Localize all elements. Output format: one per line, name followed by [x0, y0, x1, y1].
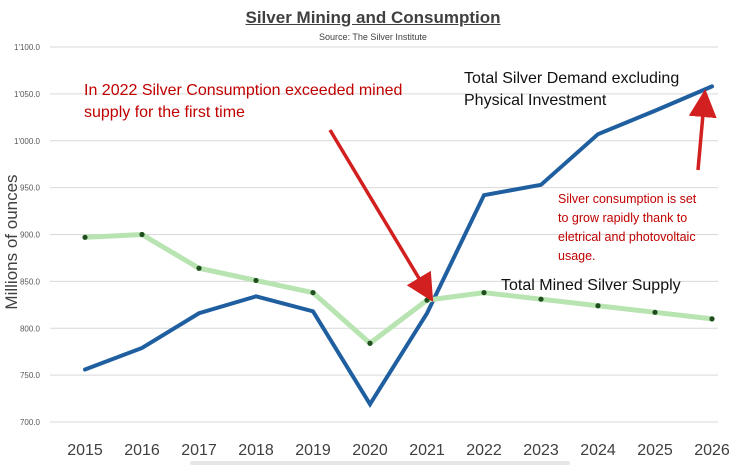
x-tick-label: 2023 [523, 442, 559, 459]
y-tick-label: 950.0 [20, 184, 41, 193]
supply-series-label: Total Mined Silver Supply [501, 277, 681, 294]
crossover-annotation: In 2022 Silver Consumption exceeded mine… [84, 82, 403, 121]
supply-series-line [82, 231, 715, 347]
y-tick-label: 850.0 [20, 277, 41, 286]
supply-data-point [196, 265, 202, 271]
chart-title: Silver Mining and Consumption [245, 8, 501, 27]
chart-subtitle: Source: The Silver Institute [319, 32, 427, 42]
supply-data-point [424, 297, 430, 303]
supply-data-point [652, 309, 658, 315]
x-tick-label: 2022 [466, 442, 502, 459]
supply-data-point [595, 303, 601, 309]
y-tick-label: 900.0 [20, 231, 41, 240]
supply-data-point [139, 231, 145, 238]
footer-credit-blur [190, 461, 570, 465]
supply-data-point [709, 316, 715, 322]
y-tick-label: 1'050.0 [14, 90, 41, 99]
y-tick-label: 1'100.0 [14, 43, 41, 52]
y-tick-label: 800.0 [20, 324, 41, 333]
y-tick-label: 1'000.0 [14, 137, 41, 146]
x-tick-label: 2025 [637, 442, 673, 459]
y-tick-label: 700.0 [20, 418, 41, 427]
x-tick-label: 2026 [694, 442, 730, 459]
demand-series-label: Total Silver Demand excluding Physical I… [464, 70, 680, 109]
supply-data-point [253, 277, 259, 284]
x-tick-label: 2024 [580, 442, 616, 459]
supply-data-point [310, 290, 316, 296]
crossover-arrow [328, 129, 434, 303]
x-tick-label: 2020 [352, 442, 388, 459]
supply-data-point [367, 340, 373, 346]
supply-data-point [481, 290, 487, 296]
x-tick-label: 2016 [124, 442, 160, 459]
growth-annotation: Silver consumption is set to grow rapidl… [558, 192, 697, 263]
growth-arrow [688, 89, 717, 171]
demand-series-line [83, 84, 714, 408]
x-tick-label: 2019 [295, 442, 331, 459]
x-tick-label: 2021 [409, 442, 445, 459]
y-tick-label: 750.0 [20, 371, 41, 380]
x-tick-label: 2017 [181, 442, 217, 459]
x-tick-label: 2018 [238, 442, 274, 459]
supply-data-point [538, 296, 544, 302]
supply-data-point [82, 234, 88, 240]
x-tick-label: 2015 [67, 442, 103, 459]
